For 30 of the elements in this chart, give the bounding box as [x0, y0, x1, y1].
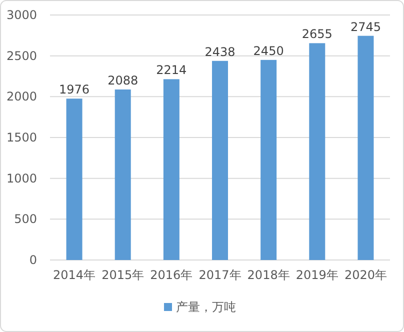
x-tick-label: 2015年 [102, 268, 144, 282]
y-tick-label: 1500 [6, 130, 37, 144]
data-label: 2214 [156, 63, 187, 78]
x-tick-label: 2019年 [296, 268, 338, 282]
data-label: 2655 [302, 27, 332, 42]
y-tick-label: 3000 [6, 8, 37, 22]
bar [309, 43, 326, 260]
y-tick-label: 0 [29, 253, 37, 267]
data-label: 2745 [350, 20, 381, 34]
bar [163, 79, 180, 260]
bar [66, 98, 82, 260]
data-label: 2450 [253, 44, 284, 58]
x-tick-label: 2014年 [53, 268, 96, 282]
bar [358, 36, 374, 260]
bar [212, 60, 228, 260]
y-tick-label: 1000 [6, 171, 37, 186]
bar [114, 89, 131, 260]
x-tick-label: 2018年 [247, 268, 290, 282]
legend-label: 产量，万吨 [176, 300, 236, 314]
y-tick-label: 2000 [6, 90, 37, 104]
data-label: 2088 [108, 73, 138, 88]
legend: 产量，万吨 [164, 300, 236, 314]
x-tick-label: 2016年 [150, 268, 193, 282]
data-label: 2438 [204, 44, 236, 59]
y-tick-label: 500 [14, 212, 37, 226]
x-tick-label: 2020年 [344, 268, 387, 282]
x-tick-label: 2017年 [198, 268, 242, 282]
data-label: 1976 [59, 82, 90, 97]
bar [260, 60, 277, 260]
y-tick-label: 2500 [6, 48, 37, 63]
